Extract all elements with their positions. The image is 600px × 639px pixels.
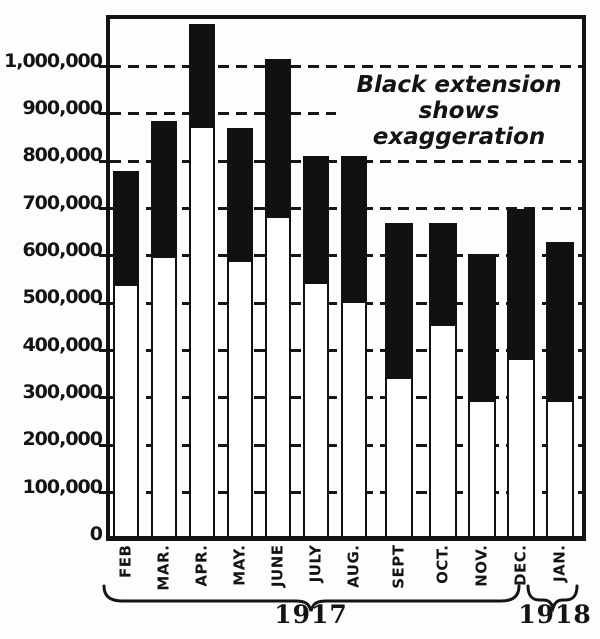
bar-mar-extension bbox=[153, 122, 175, 258]
y-axis-tick-700000 bbox=[99, 207, 108, 211]
bar-may-extension bbox=[229, 130, 251, 263]
bar-apr bbox=[189, 23, 215, 538]
bar-feb-extension bbox=[115, 172, 137, 287]
y-axis-label-200000: 200,000 bbox=[22, 428, 103, 451]
bar-june bbox=[265, 59, 291, 538]
bar-apr-extension bbox=[191, 25, 213, 128]
bar-july-extension bbox=[305, 158, 327, 284]
y-axis-label-800000: 800,000 bbox=[22, 144, 103, 167]
bar-oct-extension bbox=[431, 224, 455, 327]
bar-sept-extension bbox=[387, 224, 411, 379]
y-axis-tick-900000 bbox=[99, 112, 108, 116]
bar-dec-extension bbox=[509, 210, 533, 360]
y-axis-label-500000: 500,000 bbox=[22, 286, 103, 309]
bar-feb bbox=[113, 170, 139, 538]
bar-dec bbox=[507, 208, 535, 538]
bar-may bbox=[227, 128, 253, 538]
y-axis-label-400000: 400,000 bbox=[22, 333, 103, 356]
bar-nov-extension bbox=[470, 255, 494, 403]
bar-june-extension bbox=[267, 61, 289, 218]
y-axis-label-600000: 600,000 bbox=[22, 238, 103, 261]
bar-aug bbox=[341, 156, 367, 538]
y-axis-label-700000: 700,000 bbox=[22, 191, 103, 214]
y-axis-tick-400000 bbox=[99, 349, 108, 353]
bar-oct bbox=[429, 222, 457, 538]
year-label-1918: 1918 bbox=[518, 600, 592, 629]
bar-aug-extension bbox=[343, 158, 365, 303]
y-axis-label-900000: 900,000 bbox=[22, 96, 103, 119]
bar-jan bbox=[546, 241, 574, 538]
brace-1917-icon bbox=[102, 584, 521, 612]
y-axis-tick-800000 bbox=[99, 159, 108, 163]
annotation-note: Black extension shows exaggeration bbox=[336, 72, 582, 150]
y-axis-tick-1000000 bbox=[99, 65, 108, 68]
y-axis-tick-300000 bbox=[99, 396, 108, 400]
y-axis-label-1000000: 1,000,000 bbox=[4, 49, 103, 72]
y-axis-label-100000: 100,000 bbox=[22, 475, 103, 498]
bar-jan-extension bbox=[548, 243, 572, 403]
bar-sept bbox=[385, 222, 413, 538]
y-axis-tick-100000 bbox=[99, 491, 108, 495]
bar-nov bbox=[468, 253, 496, 538]
y-axis-label-0: 0 bbox=[89, 523, 103, 545]
y-axis-label-300000: 300,000 bbox=[22, 380, 103, 403]
brace-1918-icon bbox=[526, 584, 579, 613]
annotation-line-1: Black extension bbox=[356, 72, 562, 98]
annotation-line-2: shows exaggeration bbox=[372, 98, 546, 150]
y-axis-tick-200000 bbox=[99, 443, 108, 447]
year-label-1917: 1917 bbox=[274, 600, 348, 629]
bar-mar bbox=[151, 120, 177, 538]
y-axis-tick-500000 bbox=[99, 301, 108, 305]
gridline-1000000 bbox=[110, 65, 582, 68]
year-braces bbox=[102, 584, 579, 613]
y-axis-tick-600000 bbox=[99, 254, 108, 258]
bar-july bbox=[303, 156, 329, 538]
